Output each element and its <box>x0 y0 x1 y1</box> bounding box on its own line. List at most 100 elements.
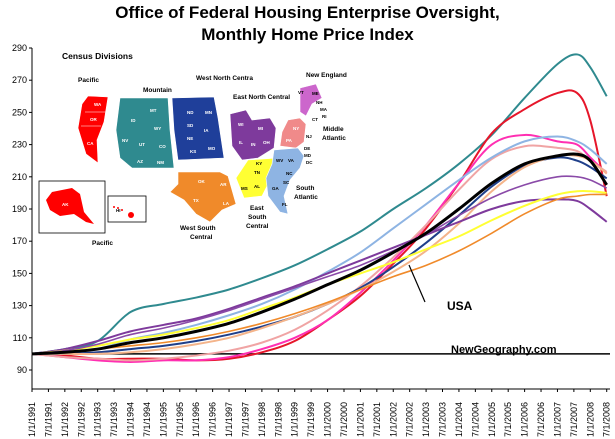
region-east-north-central: WI MI IL IN OH East North Central <box>229 94 290 161</box>
state-nm: NM <box>157 160 164 165</box>
usa-pointer-line <box>408 264 426 303</box>
x-tick-label: 1/1/2006 <box>520 402 530 437</box>
census-divisions-map: Census Divisions WA OR CA Pacific MT ID … <box>38 51 347 247</box>
mountain-shape <box>115 97 175 169</box>
state-wy: WY <box>154 126 161 131</box>
y-tick-label: 210 <box>12 172 27 182</box>
x-tick-label: 1/1/2001 <box>355 402 365 437</box>
state-vt: VT <box>298 90 304 95</box>
region-west-south-central: OK AR TX LA West South Central <box>169 171 237 241</box>
x-tick-label: 1/1/1999 <box>290 402 300 437</box>
label-east-south-central: East <box>250 205 265 212</box>
x-tick-label: 1/1/2000 <box>323 402 333 437</box>
y-ticks: 90 110 130 150 170 190 210 230 250 270 290 <box>12 43 32 375</box>
chart-title: Office of Federal Housing Enterprise Ove… <box>0 2 615 46</box>
state-me: ME <box>312 91 319 96</box>
label-pacific: Pacific <box>78 77 99 84</box>
y-tick-label: 90 <box>17 365 27 375</box>
label-mountain: Mountain <box>143 87 172 94</box>
state-ma: MA <box>320 107 328 112</box>
x-tick-label: 7/1/1997 <box>240 402 250 437</box>
state-md: MD <box>304 153 312 158</box>
title-line-1: Office of Federal Housing Enterprise Ove… <box>115 3 500 22</box>
x-tick-label: 7/1/1994 <box>142 402 152 437</box>
label-middle-atlantic-2: Atlantic <box>322 135 346 142</box>
state-ia: IA <box>204 128 209 133</box>
y-tick-label: 110 <box>13 333 27 343</box>
x-tick-label: 7/1/2006 <box>536 402 546 437</box>
state-nv: NV <box>122 138 128 143</box>
x-tick-label: 7/1/2004 <box>470 402 480 437</box>
wnc-shape <box>171 96 225 161</box>
series-line-7 <box>31 198 608 355</box>
x-tick-label: 7/1/2000 <box>339 402 349 437</box>
state-nc: NC <box>286 171 293 176</box>
series-line-0 <box>31 53 608 355</box>
x-tick-label: 7/1/2002 <box>405 402 415 437</box>
state-mo: MO <box>208 146 216 151</box>
label-west-south-central-2: Central <box>190 234 213 241</box>
x-tick-label: 1/1/2002 <box>388 402 398 437</box>
x-tick-label: 7/1/2005 <box>503 402 513 437</box>
label-new-england: New England <box>306 72 347 79</box>
state-ky: KY <box>256 161 262 166</box>
series-line-11 <box>31 152 608 356</box>
x-tick-label: 7/1/1992 <box>76 402 86 437</box>
state-ms: MS <box>241 186 248 191</box>
label-middle-atlantic: Middle <box>323 126 344 133</box>
region-mountain: MT ID WY NV UT CO AZ NM Mountain <box>115 87 175 169</box>
x-tick-label: 1/1/1992 <box>60 402 70 437</box>
label-pacific-inset: Pacific <box>92 240 113 247</box>
x-tick-label: 7/1/1999 <box>306 402 316 437</box>
region-pacific: WA OR CA Pacific <box>77 77 109 164</box>
x-tick-label: 1/1/2005 <box>487 402 497 437</box>
label-east-south-central-3: Central <box>246 223 269 230</box>
state-ne: NE <box>187 136 193 141</box>
x-tick-label: 7/1/2003 <box>438 402 448 437</box>
x-tick-label: 7/1/2007 <box>569 402 579 437</box>
label-west-south-central: West South <box>180 225 216 232</box>
label-south-atlantic: South <box>296 185 314 192</box>
y-tick-label: 250 <box>12 107 27 117</box>
state-ri: RI <box>322 114 327 119</box>
state-hi: HI <box>116 208 121 213</box>
inset-alaska-hawaii: AK HI Pacific <box>38 180 147 247</box>
x-tick-label: 1/1/1991 <box>27 402 37 437</box>
state-co: CO <box>159 144 166 149</box>
state-ny: NY <box>293 126 299 131</box>
state-sc: SC <box>283 180 290 185</box>
state-nh: NH <box>316 100 323 105</box>
x-tick-label: 1/1/1996 <box>191 402 201 437</box>
y-tick-label: 130 <box>12 301 27 311</box>
x-tick-label: 1/1/2008 <box>585 402 595 437</box>
usa-label: USA <box>447 299 473 313</box>
state-mn: MN <box>205 110 212 115</box>
state-wa: WA <box>94 102 102 107</box>
state-id: ID <box>131 118 136 123</box>
state-wi: WI <box>238 122 244 127</box>
region-south-atlantic: DE MD WV VA NC SC GA FL DC South Atlanti… <box>265 146 318 215</box>
state-nd: ND <box>187 110 194 115</box>
x-tick-label: 1/1/1998 <box>257 402 267 437</box>
ma-shape <box>279 117 307 149</box>
state-fl: FL <box>282 202 288 207</box>
series-line-1 <box>31 89 608 362</box>
state-va: VA <box>288 158 295 163</box>
enc-shape <box>229 109 277 161</box>
series-line-3 <box>31 144 608 362</box>
x-tick-label: 1/1/1993 <box>93 402 103 437</box>
label-west-north-central: West North Centra <box>196 75 253 82</box>
y-tick-label: 270 <box>12 75 27 85</box>
x-tick-label: 1/1/2003 <box>421 402 431 437</box>
x-tick-label: 7/1/1995 <box>175 402 185 437</box>
state-ks: KS <box>190 149 196 154</box>
state-ok: OK <box>198 179 206 184</box>
hawaii-island-big <box>128 212 134 218</box>
state-al: AL <box>254 184 260 189</box>
state-nj: NJ <box>306 134 312 139</box>
x-tick-label: 1/1/2007 <box>552 402 562 437</box>
y-tick-label: 170 <box>12 236 27 246</box>
ne-shape <box>299 83 323 117</box>
region-middle-atlantic: NY PA NJ Middle Atlantic <box>279 117 346 149</box>
series-lines <box>31 53 608 363</box>
